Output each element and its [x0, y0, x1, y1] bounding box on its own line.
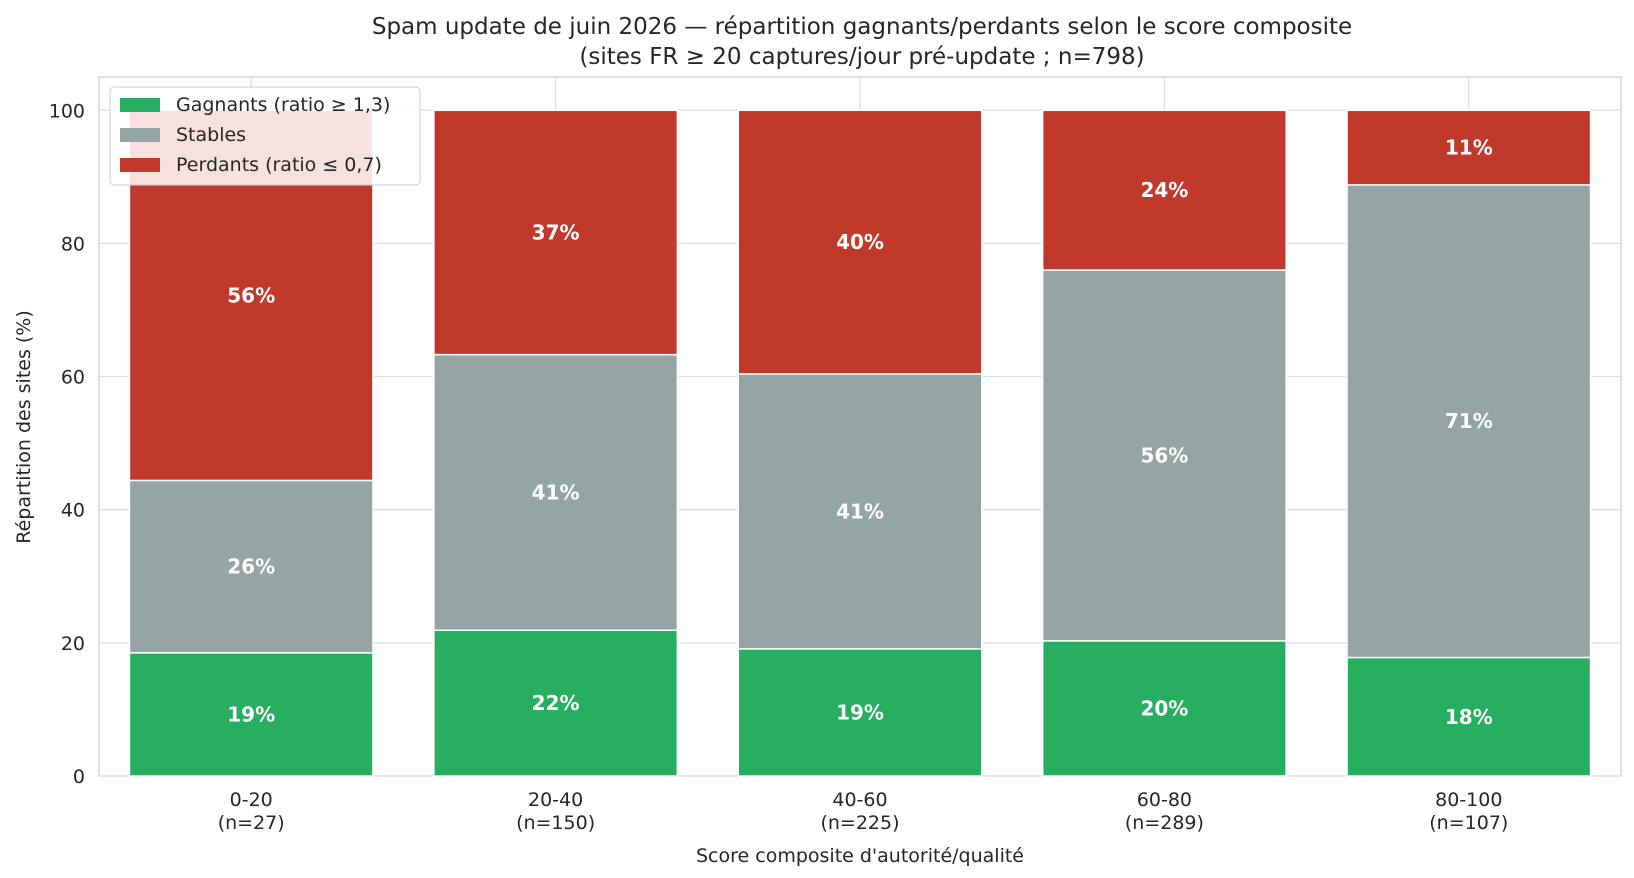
bar-segment — [1346, 184, 1592, 659]
bar-value-label: 56% — [1140, 443, 1188, 467]
bar-segment — [433, 109, 679, 356]
bar-value-label: 19% — [836, 700, 884, 724]
x-tick-label: 40-60 — [832, 789, 887, 811]
bar-segment — [128, 652, 374, 777]
x-tick-count-label: (n=27) — [218, 812, 285, 834]
bar-segment — [737, 648, 983, 777]
x-tick-label: 0-20 — [230, 789, 273, 811]
bar-value-label: 24% — [1140, 178, 1188, 202]
bar-value-label: 11% — [1445, 136, 1493, 160]
bar-segment — [1346, 109, 1592, 186]
y-tick-label: 20 — [61, 633, 85, 655]
legend-swatch-stables — [120, 128, 160, 142]
ticks-layer: 0204060801000-20(n=27)20-40(n=150)40-60(… — [49, 100, 1509, 834]
bar-value-label: 18% — [1445, 705, 1493, 729]
bar-value-label: 37% — [532, 220, 580, 244]
legend: Gagnants (ratio ≥ 1,3) Stables Perdants … — [109, 86, 421, 186]
chart-title-line-1: Spam update de juin 2026 — répartition g… — [372, 14, 1352, 40]
bar-segment — [737, 109, 983, 375]
y-tick-label: 60 — [61, 367, 85, 389]
legend-box — [109, 86, 421, 186]
bar-value-label: 56% — [227, 283, 275, 307]
legend-label-perdants: Perdants (ratio ≤ 0,7) — [176, 154, 382, 176]
bar-value-label: 22% — [532, 691, 580, 715]
bar-value-label: 41% — [836, 499, 884, 523]
bar-value-label: 41% — [532, 480, 580, 504]
bar-segment — [737, 373, 983, 650]
bar-segment — [1041, 640, 1287, 777]
bar-value-label: 40% — [836, 230, 884, 254]
legend-label-stables: Stables — [176, 124, 246, 146]
chart-title-line-2: (sites FR ≥ 20 captures/jour pré-update … — [579, 44, 1144, 70]
bar-value-label: 71% — [1445, 409, 1493, 433]
bar-segment — [1041, 269, 1287, 642]
labels-layer: 19% 26% 56% 22% 41% 37% 19% 41% 40% 20% 56% 24% 18% 7… — [227, 136, 1492, 729]
legend-swatch-perdants — [120, 158, 160, 172]
y-tick-label: 40 — [61, 500, 85, 522]
x-tick-count-label: (n=107) — [1429, 812, 1508, 834]
legend-label-gagnants: Gagnants (ratio ≥ 1,3) — [176, 94, 390, 116]
x-tick-label: 80-100 — [1435, 789, 1502, 811]
x-tick-label: 60-80 — [1137, 789, 1192, 811]
bar-segment — [433, 629, 679, 777]
y-tick-label: 100 — [49, 100, 85, 122]
x-tick-count-label: (n=150) — [516, 812, 595, 834]
y-tick-label: 80 — [61, 233, 85, 255]
bar-segment — [433, 353, 679, 631]
bar-value-label: 19% — [227, 702, 275, 726]
y-tick-label: 0 — [73, 766, 85, 788]
x-tick-label: 20-40 — [528, 789, 583, 811]
bar-segment — [128, 479, 374, 654]
bars-layer — [128, 109, 1592, 777]
y-axis-label: Répartition des sites (%) — [13, 310, 35, 544]
bar-segment — [1041, 109, 1287, 271]
legend-swatch-gagnants — [120, 98, 160, 112]
x-tick-count-label: (n=225) — [820, 812, 899, 834]
x-tick-count-label: (n=289) — [1125, 812, 1204, 834]
bar-value-label: 20% — [1140, 696, 1188, 720]
x-axis-label: Score composite d'autorité/qualité — [696, 845, 1024, 867]
bar-value-label: 26% — [227, 555, 275, 579]
